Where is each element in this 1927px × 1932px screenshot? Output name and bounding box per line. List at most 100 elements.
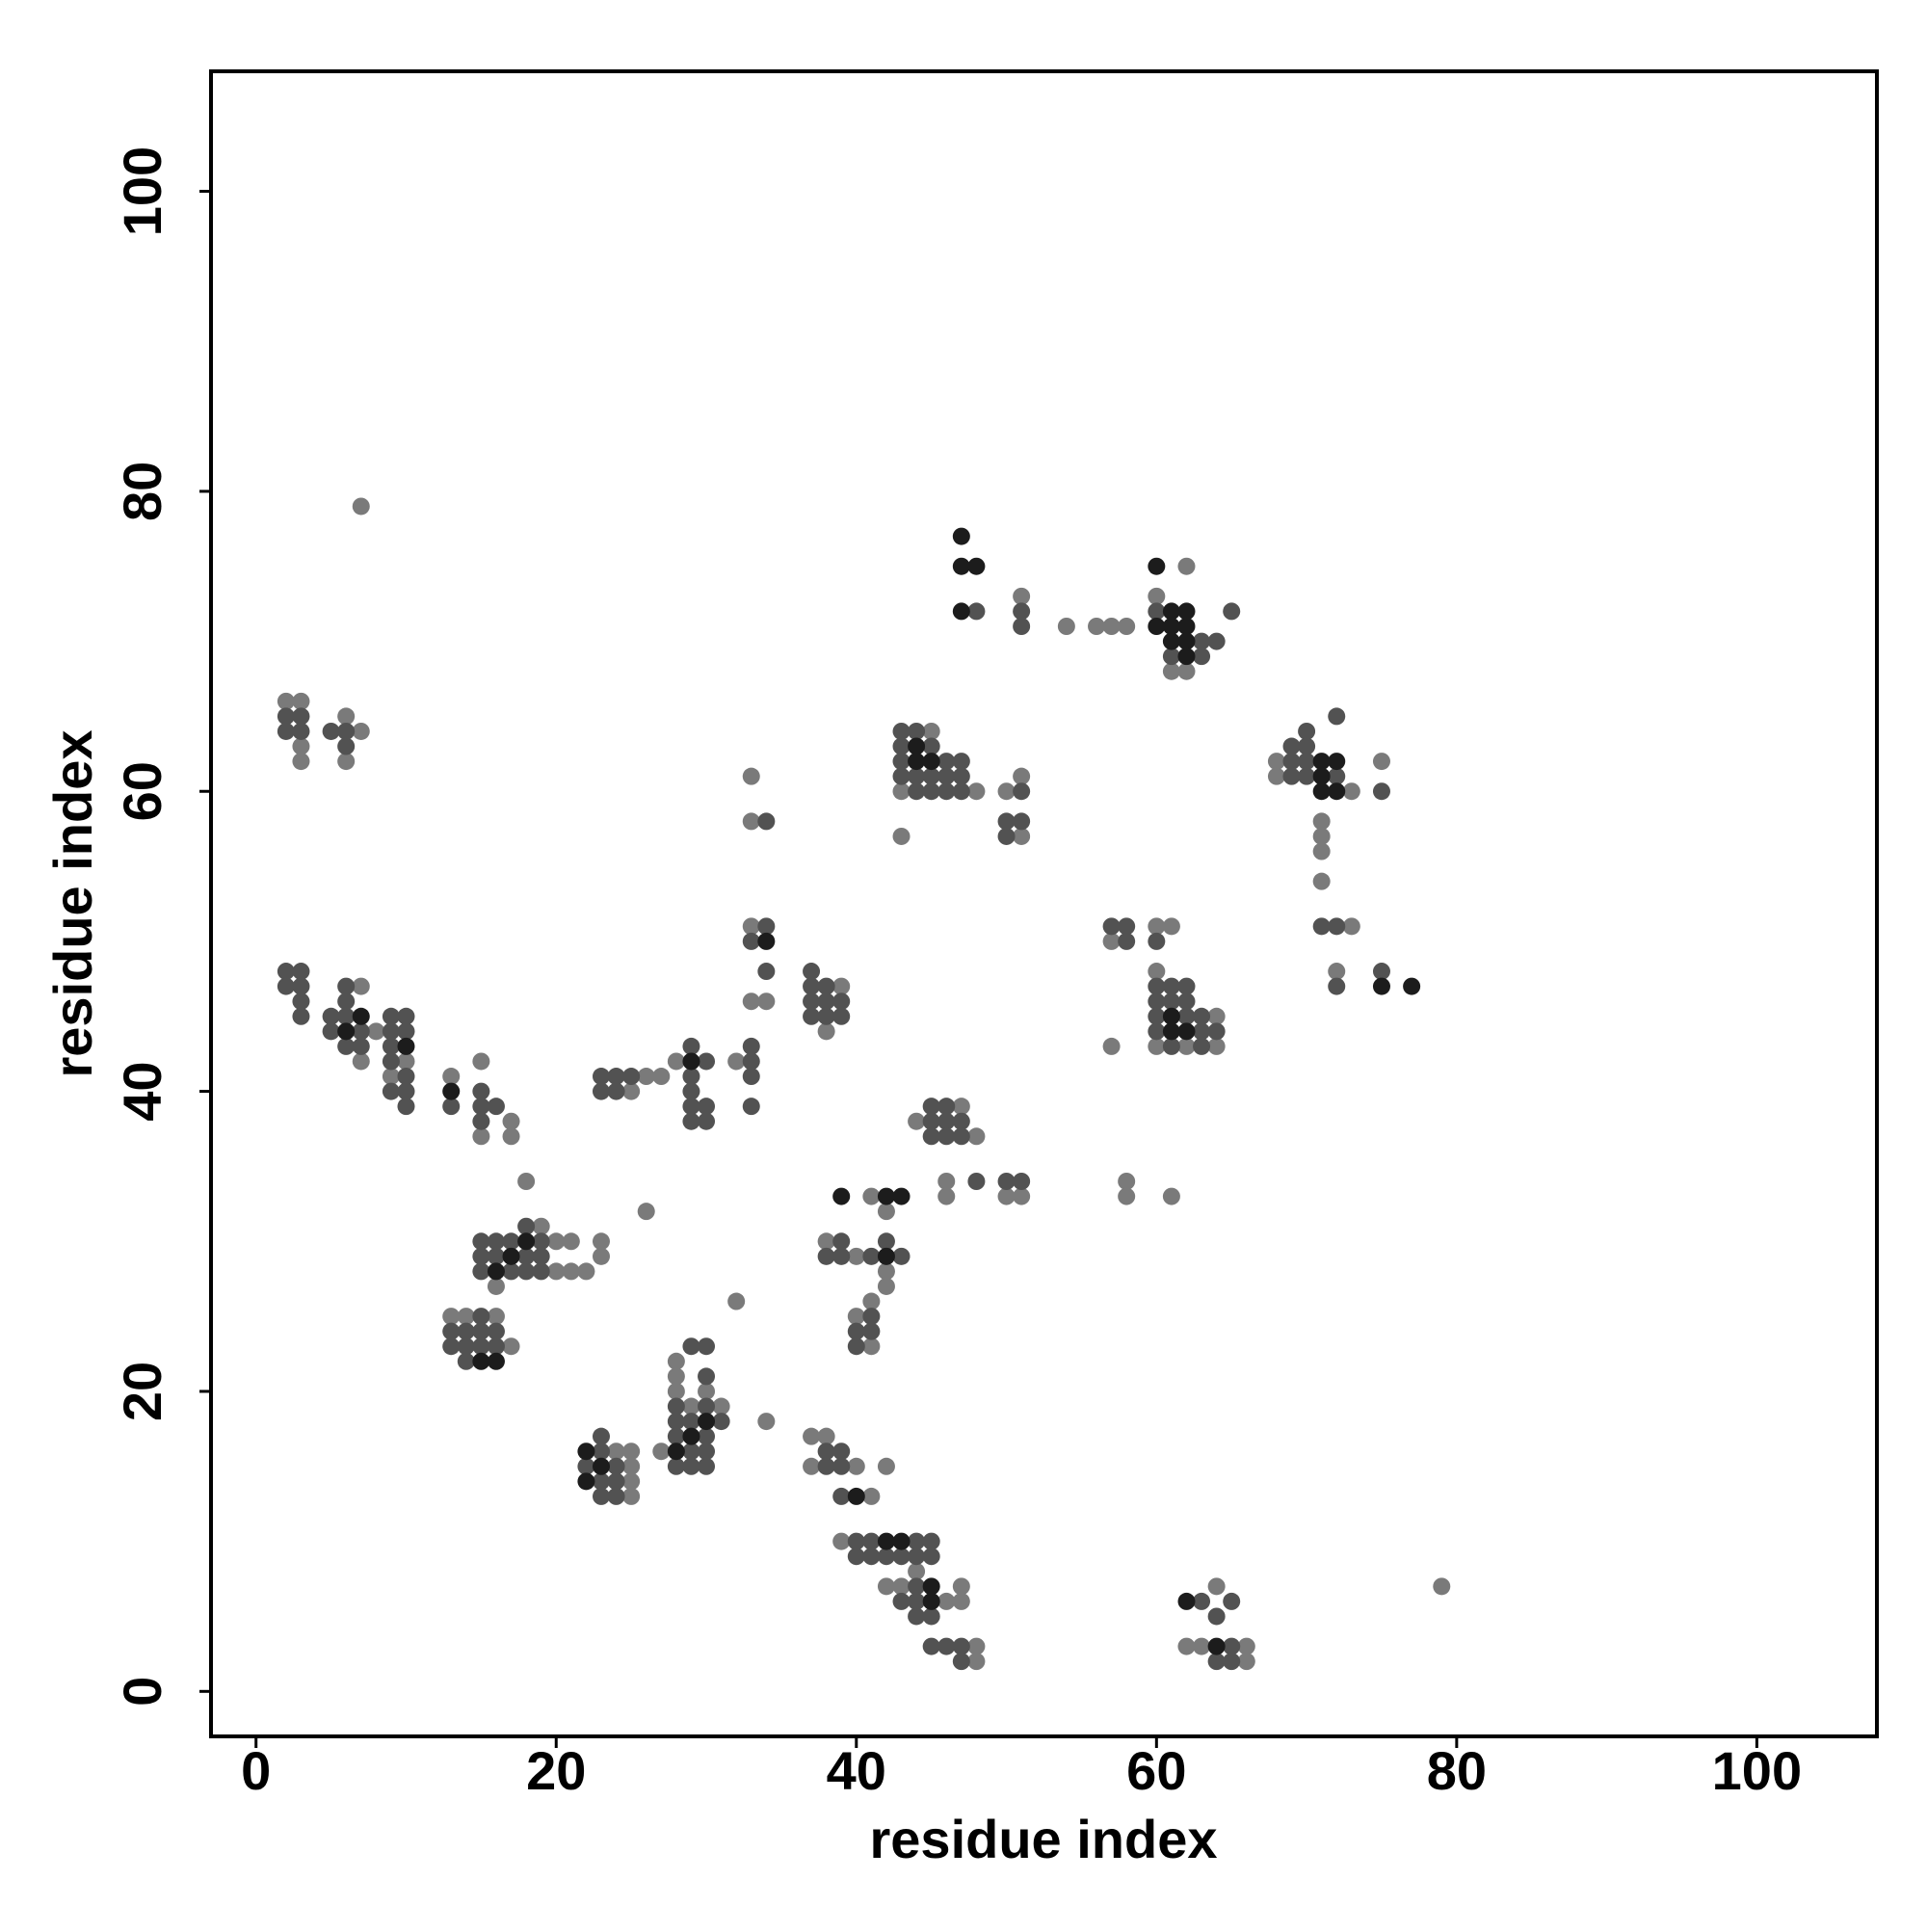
point <box>1148 1037 1166 1055</box>
point <box>817 977 835 995</box>
point <box>742 1052 760 1071</box>
point <box>682 1037 700 1055</box>
point <box>1162 662 1180 680</box>
point <box>1193 1022 1211 1041</box>
point <box>967 1653 986 1671</box>
point <box>502 1337 520 1356</box>
point <box>862 1187 881 1205</box>
point <box>757 992 776 1011</box>
point <box>382 1068 400 1086</box>
point <box>1193 632 1211 650</box>
point <box>937 1637 956 1655</box>
point <box>952 753 970 771</box>
point <box>442 1337 461 1356</box>
point <box>337 707 356 726</box>
point <box>1207 632 1226 650</box>
point <box>908 1577 926 1596</box>
point <box>682 1112 700 1130</box>
point <box>487 1352 505 1370</box>
point <box>682 1098 700 1116</box>
point <box>877 1457 895 1475</box>
point <box>698 1382 716 1400</box>
point <box>442 1098 461 1116</box>
point <box>667 1442 685 1461</box>
point <box>292 977 310 995</box>
point <box>1162 648 1180 666</box>
point <box>1207 1637 1226 1655</box>
point <box>937 1187 956 1205</box>
point <box>952 767 970 785</box>
point <box>757 963 776 981</box>
point <box>1177 557 1196 575</box>
point <box>622 1472 641 1491</box>
point <box>532 1232 550 1251</box>
point <box>622 1442 641 1461</box>
point <box>472 1322 490 1340</box>
point <box>922 1548 940 1566</box>
point <box>337 737 356 755</box>
point <box>367 1022 385 1041</box>
point <box>472 1082 490 1100</box>
point <box>517 1217 536 1235</box>
point <box>952 1577 970 1596</box>
point <box>502 1232 520 1251</box>
point <box>892 737 911 755</box>
point <box>1118 1173 1136 1190</box>
point <box>937 1592 956 1610</box>
point <box>577 1262 595 1281</box>
point <box>292 963 310 981</box>
point <box>892 753 911 771</box>
point <box>847 1532 865 1550</box>
point <box>292 692 310 710</box>
point <box>487 1098 505 1116</box>
point <box>592 1082 610 1100</box>
point <box>1148 1007 1166 1025</box>
point <box>892 782 911 801</box>
point <box>1237 1653 1255 1671</box>
point <box>607 1082 625 1100</box>
point <box>682 1397 700 1416</box>
point <box>1013 767 1031 785</box>
point <box>862 1292 881 1310</box>
point <box>1013 1187 1031 1205</box>
point <box>592 1068 610 1086</box>
point <box>1312 753 1331 771</box>
point <box>1207 1653 1226 1671</box>
point <box>922 767 940 785</box>
point <box>952 1098 970 1116</box>
point <box>397 1052 415 1071</box>
point <box>382 1037 400 1055</box>
point <box>892 1577 911 1596</box>
point <box>1193 1037 1211 1055</box>
point <box>742 1068 760 1086</box>
x-tick-label: 40 <box>827 1740 886 1801</box>
point <box>908 1562 926 1580</box>
point <box>1312 842 1331 860</box>
point <box>487 1232 505 1251</box>
point <box>592 1442 610 1461</box>
point <box>877 1548 895 1566</box>
point <box>1162 917 1180 936</box>
point <box>817 1022 835 1041</box>
point <box>1162 602 1180 621</box>
point <box>832 1247 851 1265</box>
point <box>908 722 926 740</box>
point <box>577 1457 595 1475</box>
point <box>352 1007 370 1025</box>
point <box>277 692 295 710</box>
point <box>1148 587 1166 605</box>
point <box>817 1247 835 1265</box>
point <box>1148 557 1166 575</box>
point <box>908 1532 926 1550</box>
point <box>967 782 986 801</box>
point <box>682 1068 700 1086</box>
y-tick-label: 80 <box>112 462 172 521</box>
point <box>667 1352 685 1370</box>
x-tick-label: 60 <box>1126 1740 1186 1801</box>
point <box>592 1232 610 1251</box>
point <box>997 1173 1016 1190</box>
point <box>908 753 926 771</box>
point <box>457 1322 475 1340</box>
point <box>1148 932 1166 950</box>
